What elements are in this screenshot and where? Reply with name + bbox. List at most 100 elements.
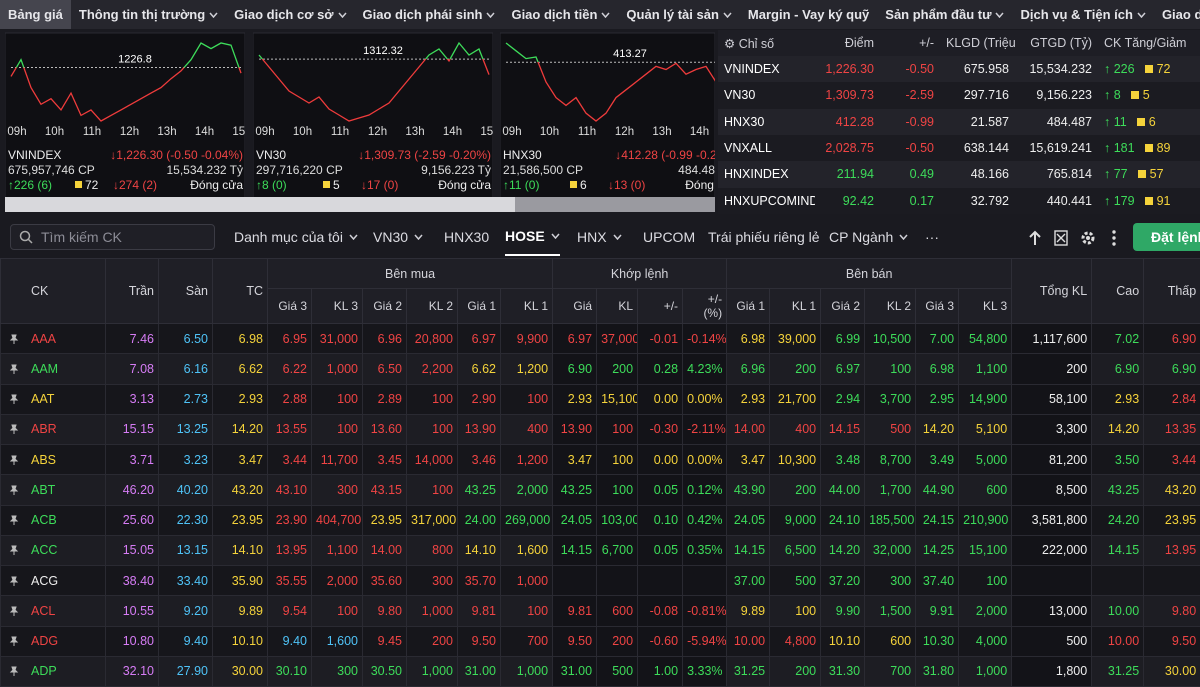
cell-value: 27.90 — [177, 664, 208, 678]
index-cell: 0.17 — [880, 188, 940, 214]
cell-value: 6.98 — [239, 332, 263, 346]
nav-item[interactable]: Giao dịch tiền — [503, 0, 618, 29]
tab[interactable]: VN30 — [373, 218, 423, 256]
cell-value: 500 — [795, 574, 816, 588]
board-cell: 100 — [959, 566, 1012, 596]
sub-header: KL 1 — [770, 289, 821, 324]
index-cell: 1,226.30 — [815, 56, 880, 82]
board-cell: 14.15 — [1092, 535, 1144, 565]
nav-item[interactable]: Giao diện của tôi — [1154, 0, 1200, 29]
nav-item[interactable]: Dịch vụ & Tiện ích — [1012, 0, 1153, 29]
board-cell: 1,800 — [1012, 656, 1092, 686]
board-cell: 9.50 — [553, 626, 597, 656]
pin-shape — [11, 607, 17, 616]
cell-value: 2.88 — [283, 392, 307, 406]
sub-header: KL 2 — [407, 289, 458, 324]
cell-value: 14.10 — [465, 543, 496, 557]
board-cell: 3.47 — [727, 445, 770, 475]
board-cell: 3.45 — [363, 445, 407, 475]
cell-value: 6,500 — [785, 543, 816, 557]
cell-value: 43.10 — [276, 483, 307, 497]
ticker: AAA — [1, 324, 106, 354]
cell-value: 100 — [795, 604, 816, 618]
board-cell: 2.88 — [268, 384, 312, 414]
cell-value: 23.95 — [1165, 513, 1196, 527]
board-cell: 38.40 — [106, 566, 159, 596]
cell-value: 6.98 — [930, 362, 954, 376]
cell-value: 3.48 — [836, 453, 860, 467]
board-cell: 1,000 — [501, 656, 553, 686]
decliners: ↓13 (0) — [608, 178, 645, 192]
toolbar-icons[interactable] — [1026, 229, 1126, 247]
tab[interactable]: HOSE — [505, 218, 560, 256]
index-volume: 297,716,220 CP — [256, 163, 343, 177]
tab[interactable]: UPCOM — [643, 218, 695, 256]
more-tabs[interactable]: ··· — [925, 218, 939, 256]
time-label: 15h — [480, 126, 499, 138]
tab[interactable]: HNX — [577, 218, 622, 256]
chevron — [601, 12, 610, 18]
cell-value: 10.80 — [123, 634, 154, 648]
cell-value: 30.50 — [371, 664, 402, 678]
index-name: VNINDEX — [8, 148, 61, 162]
time-label: 09h — [502, 126, 521, 138]
search-box[interactable]: Tìm kiếm CK — [10, 224, 215, 250]
tab[interactable]: CP Ngành — [829, 218, 908, 256]
board-cell: 35.90 — [213, 566, 268, 596]
cell-value: 6.62 — [239, 362, 263, 376]
board-cell: 3.48 — [821, 445, 865, 475]
nav-item[interactable]: Giao dịch cơ sở — [226, 0, 354, 29]
nav-item[interactable]: Quản lý tài sản — [618, 0, 739, 29]
cell-value: 1,700 — [880, 483, 911, 497]
tab[interactable]: Trái phiếu riêng lẻ — [708, 218, 820, 256]
board-cell: -0.81% — [683, 596, 727, 626]
nav-item[interactable]: Bảng giá — [0, 0, 71, 29]
ticker-label: AAT — [31, 392, 54, 406]
market-status: Đóng cửa — [685, 178, 718, 192]
index-cell: 0.49 — [880, 161, 940, 187]
mini-chart: 413.2709h10h11h12h13h14h15hHNX30↓412.28 … — [500, 33, 718, 198]
place-order-button[interactable]: Đặt lệnh — [1133, 223, 1200, 251]
board-cell: 600 — [959, 475, 1012, 505]
cell-value: 6.50 — [184, 332, 208, 346]
nav-item[interactable]: Sản phẩm đầu tư — [877, 0, 1012, 29]
board-cell: 300 — [312, 475, 363, 505]
cell-value: 1,500 — [880, 604, 911, 618]
board-cell: 43.25 — [458, 475, 501, 505]
nav-label: Giao dịch tiền — [511, 7, 597, 22]
tab[interactable]: HNX30 — [444, 218, 489, 256]
nav-item[interactable]: Thông tin thị trường — [71, 0, 226, 29]
board-cell: 43.90 — [727, 475, 770, 505]
cell-value: 37.00 — [734, 574, 765, 588]
scroll-thumb — [5, 197, 515, 212]
tab[interactable]: Danh mục của tôi — [234, 218, 358, 256]
board-cell: 35.60 — [363, 566, 407, 596]
board-cell: 14.25 — [916, 535, 959, 565]
board-cell: 35.55 — [268, 566, 312, 596]
col-label: Chỉ số — [739, 37, 774, 51]
cell-value: 4.23% — [687, 362, 722, 376]
nav-item[interactable]: Giao dịch phái sinh — [355, 0, 504, 29]
nav-item[interactable]: Margin - Vay ký quỹ — [740, 0, 877, 29]
cell-value: 1.00 — [654, 664, 678, 678]
